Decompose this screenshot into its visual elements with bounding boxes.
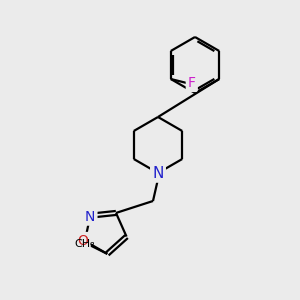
Text: F: F (188, 76, 196, 90)
Text: N: N (152, 166, 164, 181)
Text: CH₃: CH₃ (74, 239, 95, 249)
Text: N: N (85, 210, 95, 224)
Text: O: O (77, 234, 88, 248)
